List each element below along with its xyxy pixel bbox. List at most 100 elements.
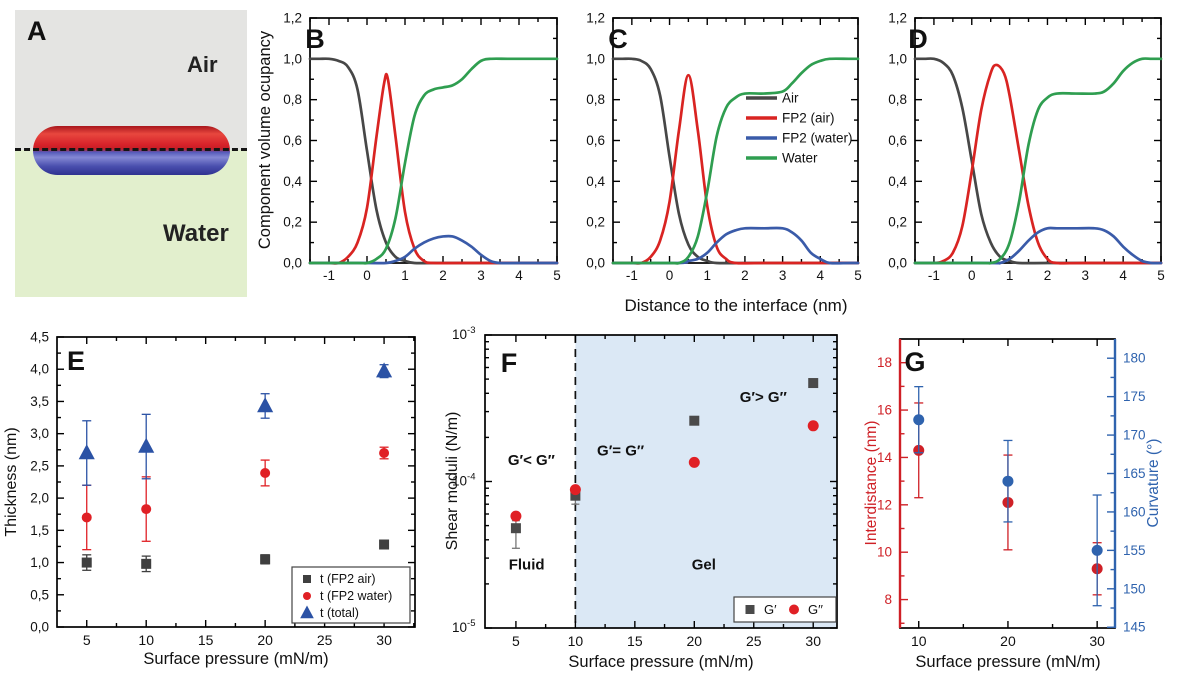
x-axis-title: Surface pressure (mN/m) [915, 653, 1100, 671]
marker-circle [807, 420, 819, 432]
left-axis-title: Interdistance (nm) [863, 421, 880, 546]
curve-fp2-air- [611, 73, 860, 265]
marker-triangle [300, 605, 314, 619]
curve-air [611, 57, 860, 265]
left-tick-label: 18 [877, 355, 892, 370]
legend-label: t (total) [320, 606, 359, 620]
panel-e-chart: 5 10 15 20 25 30 0,0 0,5 1,0 1,5 2,0 2,5 3,0 3,5 4,0 4,… [3, 330, 416, 668]
gel-region [575, 335, 837, 628]
marker-circle [569, 484, 581, 496]
x-tick-label: 20 [1000, 633, 1016, 649]
x-tick-label: 5 [854, 268, 862, 283]
marker-square [510, 523, 521, 534]
annotation: G′< G′′ [508, 452, 555, 469]
panel-letter-c: C [608, 24, 628, 54]
y-tick-label: 1,0 [888, 51, 907, 66]
legend-box [291, 566, 411, 624]
y-tick-label: 0,6 [888, 133, 907, 148]
marker-square [303, 575, 311, 583]
x-tick-label: 1 [1006, 268, 1014, 283]
y-tick-label: 4,0 [30, 362, 49, 377]
x-tick-label: -1 [626, 268, 638, 283]
x-axis-title: Surface pressure (mN/m) [568, 653, 753, 671]
right-tick-label: 165 [1123, 466, 1146, 481]
x-tick-label: 30 [805, 633, 821, 649]
x-tick-label: 3 [477, 268, 485, 283]
right-axis-title: Curvature (°) [1145, 439, 1162, 528]
right-tick-label: 170 [1123, 428, 1146, 443]
marker-circle [510, 510, 522, 522]
y-tick-label: 0,4 [888, 174, 907, 189]
curve-fp2-water- [913, 226, 1163, 265]
y-tick-label: 0,0 [586, 256, 605, 271]
curve-air [913, 57, 1163, 265]
y-tick-label: 0,0 [283, 256, 302, 271]
marker-circle [1002, 475, 1014, 487]
y-tick-label: 0,8 [888, 92, 907, 107]
y-tick-label: 0,6 [586, 133, 605, 148]
legend-label: Water [782, 151, 818, 166]
x-tick-label: 5 [553, 268, 561, 283]
panel-g-chart: 10 20 30 8 10 12 14 16 18 145 150 155 160 165 170 175 18… [863, 338, 1162, 671]
y-tick-label: 10-5 [452, 618, 475, 635]
x-tick-label: 0 [666, 268, 674, 283]
water-label: Water [163, 220, 229, 247]
x-tick-label: 10 [138, 632, 154, 648]
y-tick-label: 1,2 [586, 11, 605, 26]
marker-square [141, 558, 152, 569]
legend-label: FP2 (air) [782, 111, 835, 126]
annotation: Fluid [509, 557, 545, 574]
x-axis-title: Distance to the interface (nm) [625, 296, 848, 315]
right-tick-label: 160 [1123, 504, 1146, 519]
panel-letter-f: F [501, 348, 518, 378]
y-tick-label: 1,0 [283, 51, 302, 66]
legend-label: G′ [764, 602, 777, 617]
curve-fp2-water- [611, 226, 860, 265]
right-tick-label: 145 [1123, 620, 1146, 635]
x-tick-label: 5 [1157, 268, 1165, 283]
y-axis-title: Component volume ocupancy [256, 30, 274, 249]
y-tick-label: 0,0 [30, 620, 49, 635]
plot-frame [914, 17, 1162, 264]
legend-label: t (FP2 water) [320, 589, 392, 603]
marker-circle [1091, 544, 1103, 556]
right-tick-label: 155 [1123, 543, 1146, 558]
y-tick-label: 1,0 [30, 555, 49, 570]
x-tick-label: 20 [687, 633, 703, 649]
x-tick-label: 5 [83, 632, 91, 648]
annotation: G′= G′′ [597, 443, 644, 460]
x-tick-label: 25 [746, 633, 762, 649]
y-tick-label: 3,5 [30, 394, 49, 409]
x-tick-label: 25 [317, 632, 333, 648]
x-tick-label: 4 [515, 268, 523, 283]
curve-fp2-air- [913, 63, 1163, 265]
x-tick-label: -1 [323, 268, 335, 283]
x-tick-label: 10 [568, 633, 584, 649]
x-tick-label: 4 [817, 268, 825, 283]
y-tick-label: 0,2 [888, 215, 907, 230]
y-tick-label: 10-4 [452, 472, 475, 489]
y-tick-label: 4,5 [30, 330, 49, 345]
x-tick-label: 10 [911, 633, 927, 649]
marker-square [379, 539, 390, 550]
marker-square [81, 557, 92, 568]
x-tick-label: 2 [1044, 268, 1052, 283]
marker-circle [141, 504, 152, 515]
y-tick-label: 0,6 [283, 133, 302, 148]
x-tick-label: 4 [1119, 268, 1127, 283]
panel-letter-g: G [904, 347, 925, 377]
y-tick-label: 0,4 [586, 174, 605, 189]
y-tick-label: 0,5 [30, 587, 49, 602]
annotation: G′> G′′ [740, 389, 787, 406]
legend-label: Air [782, 91, 799, 106]
left-tick-label: 10 [877, 545, 892, 560]
y-tick-label: 0,8 [586, 92, 605, 107]
legend-label: t (FP2 air) [320, 572, 376, 586]
plot-frame [309, 17, 558, 264]
x-tick-label: 5 [512, 633, 520, 649]
marker-circle [789, 604, 799, 615]
left-tick-label: 16 [877, 403, 892, 418]
annotation: Gel [692, 557, 716, 574]
x-tick-label: 2 [439, 268, 447, 283]
